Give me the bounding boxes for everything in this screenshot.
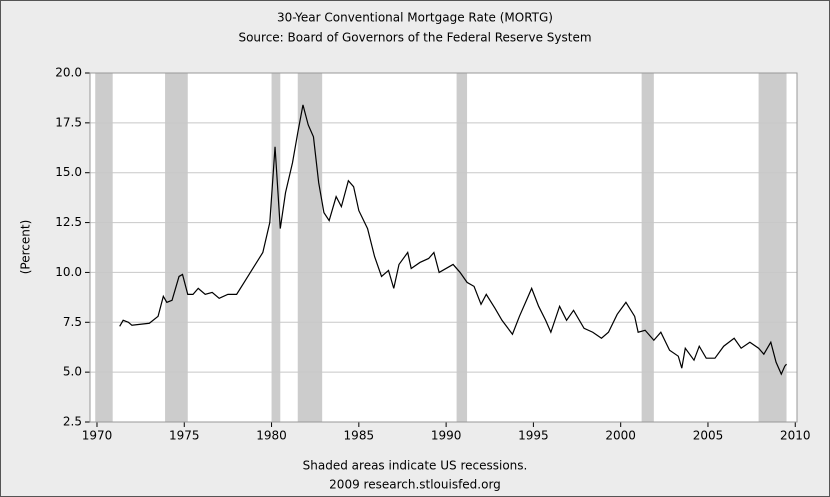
x-tick-label: 1990 — [431, 429, 462, 443]
x-tick-label: 2010 — [780, 429, 811, 443]
recession-band — [456, 73, 468, 422]
recession-band — [165, 73, 188, 422]
y-tick-label: 5.0 — [63, 365, 82, 379]
y-tick-label: 15.0 — [55, 165, 82, 179]
y-tick-label: 2.5 — [63, 415, 82, 429]
y-axis-label: (Percent) — [19, 220, 33, 275]
plot-area — [90, 73, 797, 422]
credit: 2009 research.stlouisfed.org — [329, 478, 501, 492]
x-tick-label: 2005 — [693, 429, 724, 443]
y-tick-label: 17.5 — [55, 115, 82, 129]
data-line — [119, 104, 787, 376]
recession-band — [758, 73, 787, 422]
y-tick-label: 7.5 — [63, 315, 82, 329]
x-tick-label: 1970 — [82, 429, 113, 443]
chart-title: 30-Year Conventional Mortgage Rate (MORT… — [277, 11, 553, 25]
x-tick-label: 1985 — [344, 429, 375, 443]
y-tick-label: 20.0 — [55, 66, 82, 80]
recession-band — [271, 73, 281, 422]
recession-band — [95, 73, 113, 422]
recession-band — [297, 73, 323, 422]
recession-band — [641, 73, 654, 422]
y-tick-label: 12.5 — [55, 215, 82, 229]
x-tick-label: 1980 — [256, 429, 287, 443]
footnote: Shaded areas indicate US recessions. — [303, 459, 528, 473]
chart-subtitle: Source: Board of Governors of the Federa… — [238, 31, 591, 45]
y-tick-label: 10.0 — [55, 265, 82, 279]
x-tick-label: 2000 — [605, 429, 636, 443]
x-tick-label: 1995 — [518, 429, 549, 443]
plot-frame — [89, 72, 798, 423]
x-tick-label: 1975 — [169, 429, 200, 443]
